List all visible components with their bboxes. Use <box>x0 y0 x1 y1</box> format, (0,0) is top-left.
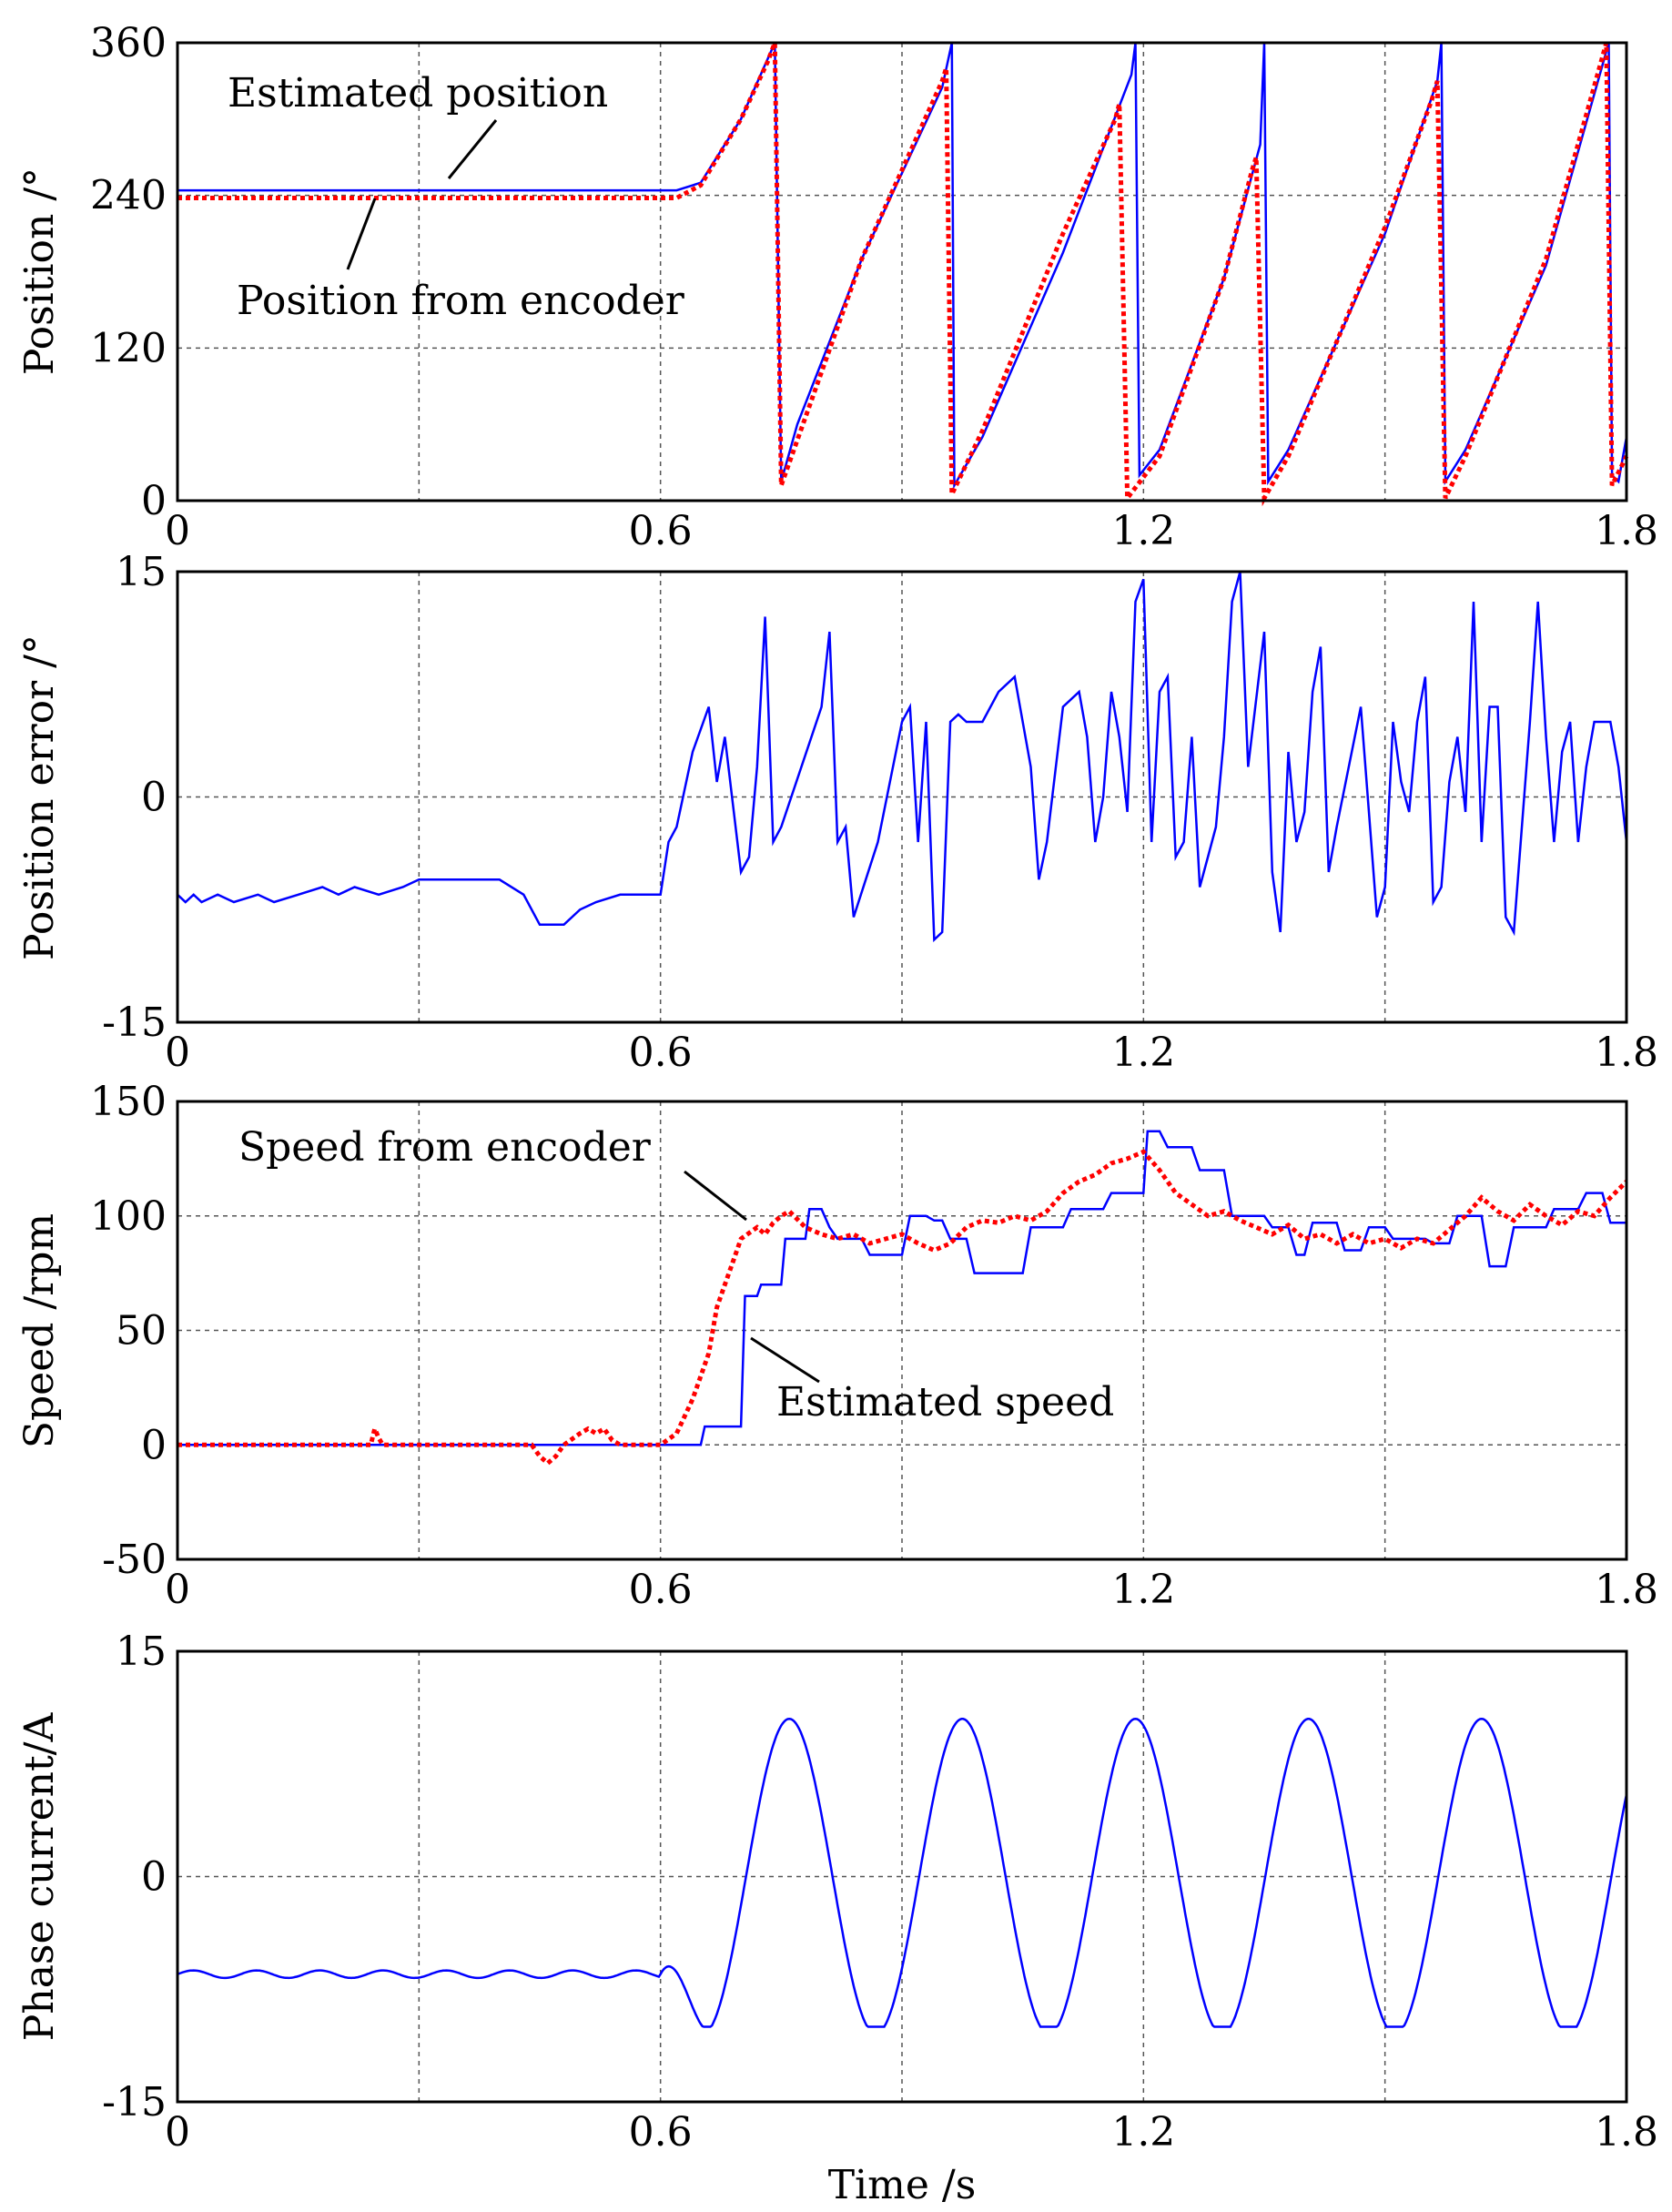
speed-axes-frame <box>176 1100 1628 1561</box>
phase-current-series-phase-current <box>177 1718 1628 2028</box>
speed-series-estimated-speed <box>177 1130 1626 1446</box>
position-xtick-label: 0 <box>165 508 190 554</box>
position-error-xtick-label: 1.2 <box>1111 1030 1175 1076</box>
annotation-position-from-encoder: Position from encoder <box>237 278 685 324</box>
speed-ytick-label: 150 <box>90 1079 167 1125</box>
speed-xtick-label: 0.6 <box>629 1567 693 1613</box>
position-error-series <box>177 571 1628 943</box>
position-error-ytick-label: 15 <box>116 549 167 595</box>
phase-current-xtick-label: 0 <box>165 2109 190 2156</box>
leader-estimated-position <box>447 119 498 179</box>
phase-current-xtick-label: 0.6 <box>629 2109 693 2156</box>
time-xlabel: Time /s <box>828 2162 977 2208</box>
position-series-estimated-position <box>177 42 1628 490</box>
speed-series <box>177 1130 1628 1466</box>
speed-xtick-label: 0 <box>165 1567 190 1613</box>
position-grid <box>177 43 1626 501</box>
position-error-ytick-label: -15 <box>102 999 167 1046</box>
position-ylabel: Position /° <box>16 167 63 375</box>
position-error-xtick-label: 0 <box>165 1030 190 1076</box>
phase-current-xtick-label: 1.2 <box>1111 2109 1175 2156</box>
phase-current-ytick-label: 15 <box>116 1629 167 1675</box>
position-ytick-label: 360 <box>90 20 167 66</box>
position-series <box>177 42 1629 507</box>
phase-current-ytick-label: 0 <box>141 1854 167 1901</box>
position-error-ytick-label: 0 <box>141 775 167 821</box>
speed-ytick-label: -50 <box>102 1537 167 1583</box>
phase-current-axes-frame <box>176 1649 1628 2104</box>
phase-current-series <box>177 1718 1628 2028</box>
position-series-position-from-encoder <box>177 42 1629 507</box>
speed-ytick-label: 50 <box>116 1308 167 1355</box>
annotation-speed-from-encoder: Speed from encoder <box>238 1124 652 1171</box>
position-ytick-label: 120 <box>90 325 167 371</box>
position-xtick-label: 1.8 <box>1595 508 1658 554</box>
position-ytick-label: 240 <box>90 173 167 219</box>
position-xtick-label: 1.2 <box>1111 508 1175 554</box>
annotation-estimated-speed: Estimated speed <box>776 1379 1114 1426</box>
phase-current-xtick-label: 1.8 <box>1595 2109 1658 2156</box>
position-error-axes-frame <box>176 570 1628 1024</box>
position-axes-frame <box>176 41 1628 502</box>
speed-xtick-label: 1.2 <box>1111 1567 1175 1613</box>
speed-series-speed-from-encoder <box>177 1149 1628 1466</box>
speed-xtick-label: 1.8 <box>1595 1567 1658 1613</box>
phase-current-grid <box>177 1651 1626 2102</box>
panel-position: 0 0.6 1.2 1.8 0 120 240 360 Position /° Estimat… <box>16 20 1658 554</box>
position-error-xtick-label: 0.6 <box>629 1030 693 1076</box>
speed-ytick-label: 100 <box>90 1193 167 1240</box>
leader-position-from-encoder <box>346 198 377 270</box>
position-xtick-label: 0.6 <box>629 508 693 554</box>
leader-estimated-speed <box>750 1336 820 1384</box>
position-error-series-position-error <box>177 571 1628 943</box>
speed-ytick-label: 0 <box>141 1422 167 1468</box>
leader-speed-from-encoder <box>684 1170 747 1222</box>
position-ticks: 0 0.6 1.2 1.8 0 120 240 360 <box>90 20 1658 554</box>
annotation-estimated-position: Estimated position <box>228 70 608 117</box>
phase-current-ylabel: Phase current/A <box>16 1712 63 2042</box>
speed-ylabel: Speed /rpm <box>16 1213 63 1448</box>
position-error-xtick-label: 1.8 <box>1595 1030 1658 1076</box>
phase-current-ytick-label: -15 <box>102 2079 167 2126</box>
position-ytick-label: 0 <box>141 478 167 524</box>
position-error-ylabel: Position error /° <box>16 634 63 960</box>
position-error-grid <box>177 572 1626 1022</box>
